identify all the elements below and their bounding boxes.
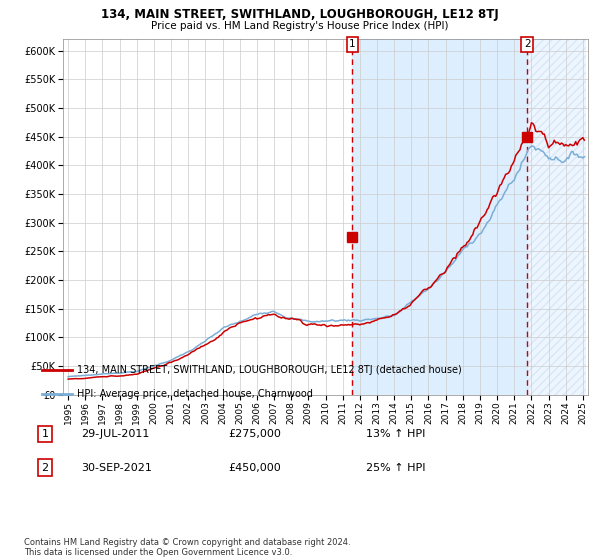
Bar — [527, 39, 586, 395]
Text: £450,000: £450,000 — [228, 463, 281, 473]
Text: 2: 2 — [41, 463, 49, 473]
Text: HPI: Average price, detached house, Charnwood: HPI: Average price, detached house, Char… — [77, 389, 313, 399]
Text: 25% ↑ HPI: 25% ↑ HPI — [366, 463, 425, 473]
Text: 30-SEP-2021: 30-SEP-2021 — [81, 463, 152, 473]
Text: 1: 1 — [41, 429, 49, 439]
Text: 29-JUL-2011: 29-JUL-2011 — [81, 429, 149, 439]
Text: 2: 2 — [524, 39, 530, 49]
Text: 134, MAIN STREET, SWITHLAND, LOUGHBOROUGH, LE12 8TJ: 134, MAIN STREET, SWITHLAND, LOUGHBOROUG… — [101, 8, 499, 21]
Text: £275,000: £275,000 — [228, 429, 281, 439]
Text: 1: 1 — [349, 39, 356, 49]
Text: Price paid vs. HM Land Registry's House Price Index (HPI): Price paid vs. HM Land Registry's House … — [151, 21, 449, 31]
Text: Contains HM Land Registry data © Crown copyright and database right 2024.
This d: Contains HM Land Registry data © Crown c… — [24, 538, 350, 557]
Text: 134, MAIN STREET, SWITHLAND, LOUGHBOROUGH, LE12 8TJ (detached house): 134, MAIN STREET, SWITHLAND, LOUGHBOROUG… — [77, 365, 462, 375]
Bar — [352, 39, 527, 395]
Text: 13% ↑ HPI: 13% ↑ HPI — [366, 429, 425, 439]
